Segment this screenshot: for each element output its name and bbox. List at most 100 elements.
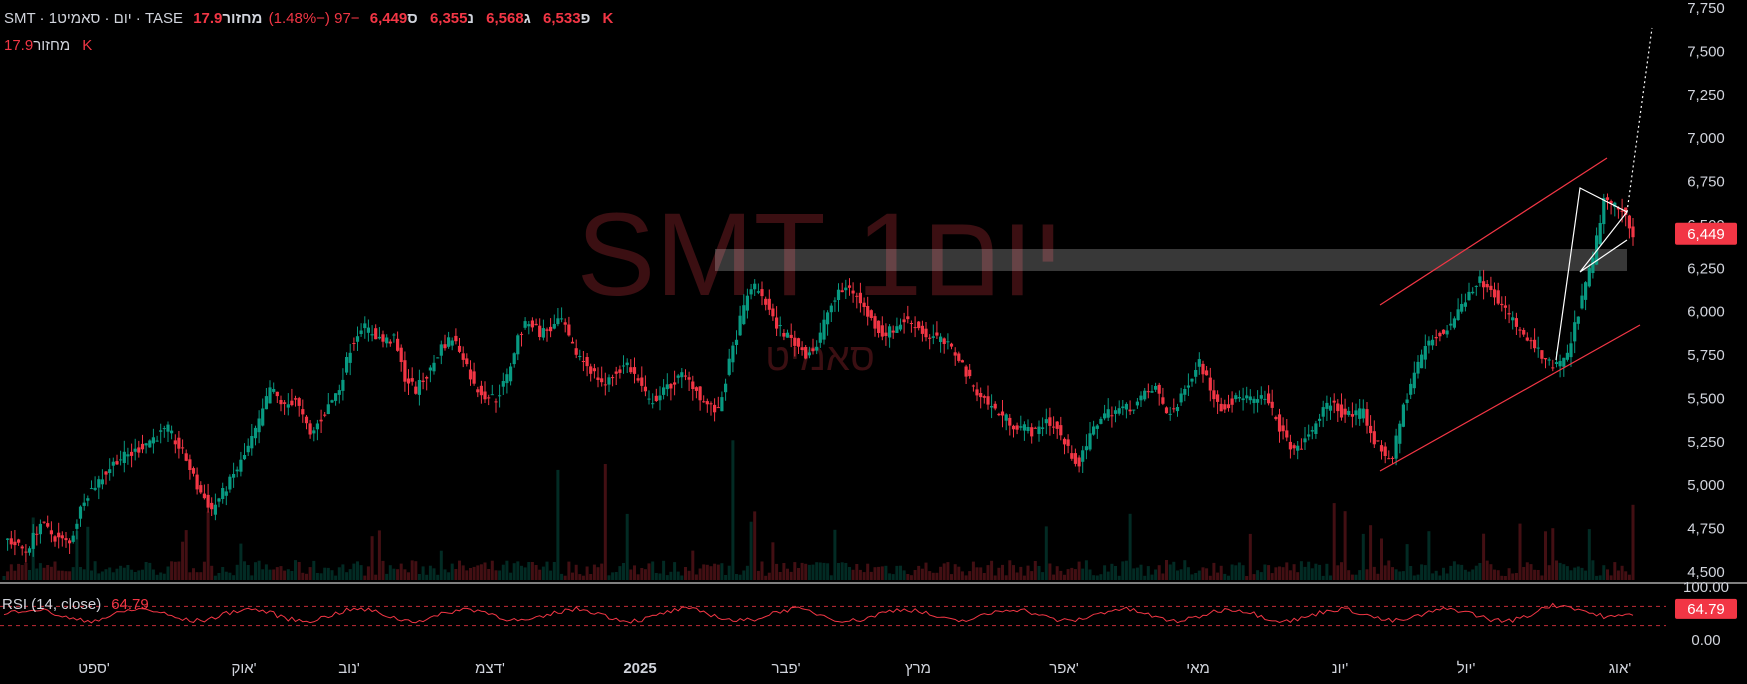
volume-bar: [1285, 562, 1289, 580]
volume-bar: [618, 566, 622, 580]
pattern-flag[interactable]: [1555, 187, 1628, 361]
candle-body: [177, 437, 181, 449]
candle-body: [804, 347, 808, 359]
volume-bars: [2, 440, 1635, 580]
candle-body: [552, 324, 556, 329]
candle-body: [764, 298, 768, 305]
volume-bar: [1562, 564, 1566, 580]
volume-bar: [1248, 533, 1252, 580]
candle-body: [1343, 408, 1347, 415]
candle-body: [479, 385, 483, 396]
candle-body: [53, 536, 57, 542]
candle-body: [1194, 370, 1198, 377]
candle-body: [793, 337, 797, 346]
volume-bar: [1001, 564, 1004, 580]
volume-bar: [523, 567, 527, 580]
candle-body: [691, 381, 695, 389]
candle-body: [1161, 397, 1165, 404]
projection-line[interactable]: [1626, 27, 1653, 213]
volume-bar: [640, 568, 644, 580]
candle-body: [749, 289, 753, 295]
volume-bar: [855, 564, 859, 580]
candle-body: [385, 337, 389, 344]
volume-bar: [720, 563, 724, 580]
volume-bar: [742, 570, 746, 580]
candle-body: [104, 471, 108, 475]
volume-bar: [46, 565, 50, 580]
volume-bar: [1121, 561, 1125, 580]
volume-bar: [348, 569, 352, 580]
candle-body: [27, 548, 32, 553]
rsi-legend[interactable]: RSI (14, close) 64.79: [2, 596, 149, 613]
candle-body: [1591, 257, 1595, 273]
price-tick-label: 7,000: [1687, 130, 1725, 147]
volume-bar: [888, 573, 892, 580]
volume-bar: [600, 563, 604, 580]
candle-body: [647, 398, 651, 400]
volume-bar: [1237, 562, 1241, 580]
volume-bar: [680, 575, 684, 580]
volume-bar: [946, 562, 950, 580]
volume-bar: [1176, 570, 1179, 580]
volume-bar: [982, 573, 986, 580]
volume-bar: [1201, 567, 1205, 580]
volume-bar: [676, 571, 680, 580]
candle-body: [13, 541, 17, 546]
volume-bar: [782, 563, 786, 580]
candle-body: [1489, 285, 1493, 290]
price-tick-label: 6,250: [1687, 260, 1725, 277]
candle-body: [78, 506, 83, 519]
resistance-zone[interactable]: [715, 249, 1627, 271]
candle-body: [713, 404, 717, 413]
time-axis[interactable]: ספט' אוק' נוב' דצמ' 2025 פבר' מרץ אפר' מאי יונ' יו…: [78, 660, 1631, 677]
candle-body: [1110, 415, 1114, 417]
candle-body: [1008, 417, 1012, 426]
candle-body: [621, 365, 626, 367]
volume-bar: [589, 574, 593, 580]
volume-legend[interactable]: מחזור17.9 K: [4, 37, 92, 54]
low-label: נ: [467, 10, 474, 27]
candle-body: [24, 551, 28, 553]
channel-lower-line[interactable]: [1379, 324, 1641, 472]
candle-body: [866, 306, 870, 317]
candle-body: [1281, 425, 1285, 432]
candle-body: [315, 423, 319, 430]
volume-bar: [275, 567, 279, 580]
volume-bar: [1004, 575, 1008, 580]
channel-upper-line[interactable]: [1379, 157, 1608, 306]
candle-body: [126, 454, 130, 457]
candle-body: [906, 316, 910, 320]
volume-bar: [366, 566, 370, 580]
candle-body: [990, 406, 994, 408]
volume-bar: [24, 562, 28, 580]
drawings[interactable]: [1379, 27, 1653, 472]
volume-bar: [899, 565, 902, 580]
volume-bar: [428, 565, 432, 580]
candle-body: [727, 358, 731, 375]
candle-body: [567, 324, 571, 336]
volume-bar: [735, 574, 738, 580]
candle-body: [1467, 291, 1471, 301]
candle-body: [534, 323, 538, 326]
volume-bar: [1606, 569, 1609, 580]
price-axis[interactable]: 7,7507,5007,2507,0006,7506,5006,2506,000…: [1675, 0, 1737, 581]
last-price-badge[interactable]: [1675, 222, 1737, 245]
volume-bar: [1482, 533, 1486, 580]
volume-bar: [1073, 569, 1077, 580]
candle-body: [1616, 207, 1620, 210]
candle-body: [450, 340, 454, 346]
volume-bar: [370, 536, 374, 580]
candle-body: [556, 318, 560, 325]
volume-bar: [581, 575, 585, 580]
symbol-title[interactable]: SMT · 1יום · סאמיט · TASE: [4, 10, 184, 27]
volume-bar: [1496, 570, 1500, 580]
candle-body: [1270, 401, 1274, 408]
volume-bar: [1227, 575, 1230, 580]
volume-bar: [1365, 569, 1369, 580]
volume-bar: [1299, 561, 1303, 580]
time-tick-label: אוק': [231, 660, 256, 677]
candle-body: [1507, 313, 1511, 315]
volume-bar: [1613, 562, 1617, 580]
candle-body: [1503, 305, 1507, 308]
